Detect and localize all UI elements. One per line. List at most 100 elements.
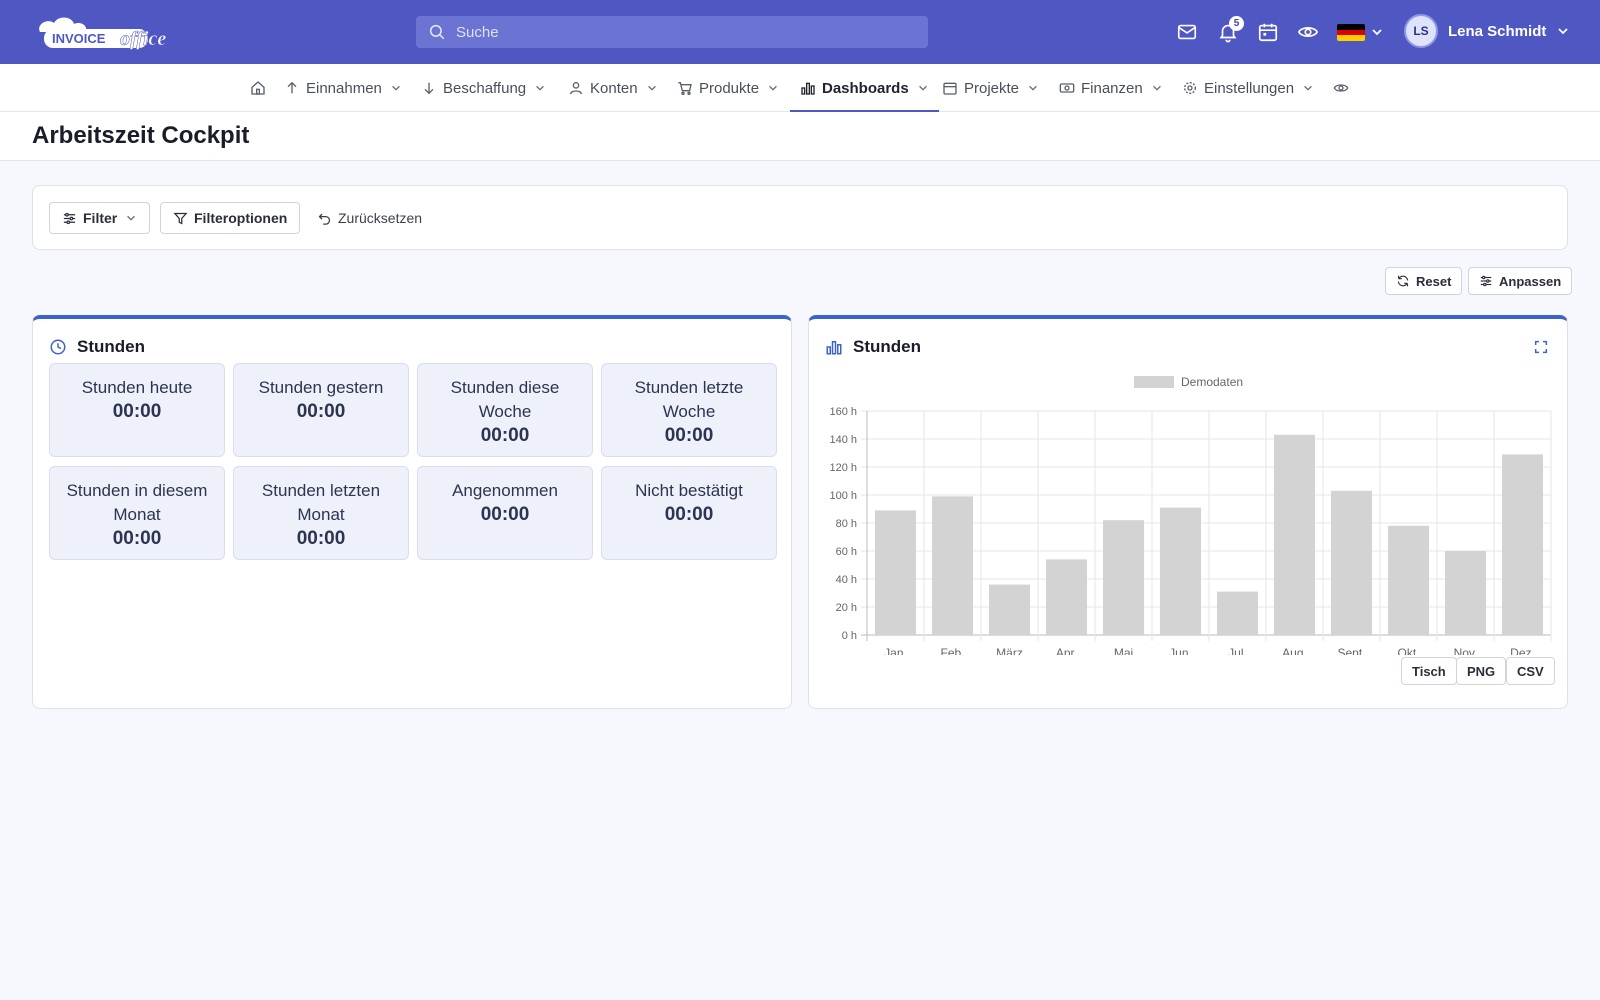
chevron-down-icon <box>1302 82 1314 94</box>
nav-konten[interactable]: Konten <box>568 64 658 112</box>
eye-icon <box>1333 80 1349 96</box>
y-tick-label: 120 h <box>829 462 857 474</box>
filter-options-button[interactable]: Filteroptionen <box>160 202 301 234</box>
stat-label: Nicht bestätigt <box>635 481 743 500</box>
nav-projekte[interactable]: Projekte <box>942 64 1039 112</box>
bell-icon[interactable]: 5 <box>1216 16 1244 44</box>
card-title: Stunden <box>49 337 145 357</box>
nav-label: Finanzen <box>1081 79 1143 97</box>
language-flag-icon[interactable] <box>1337 24 1365 41</box>
chevron-down-icon <box>917 82 929 94</box>
x-tick-label: Dez. <box>1510 646 1535 655</box>
stat-tile-this-week[interactable]: Stunden diese Woche 00:00 <box>417 363 593 457</box>
eye-icon[interactable] <box>1296 20 1320 44</box>
main-nav: Einnahmen Beschaffung Konten Produkte Da… <box>0 64 1600 113</box>
stat-label: Stunden diese Woche <box>450 378 560 421</box>
clock-icon <box>50 339 66 355</box>
arrow-down-icon <box>421 80 437 96</box>
stat-value: 00:00 <box>480 504 530 525</box>
card-title-label: Stunden <box>77 337 145 356</box>
customize-button[interactable]: Anpassen <box>1468 267 1573 295</box>
calendar-icon[interactable] <box>1256 20 1280 44</box>
bar <box>1330 490 1373 635</box>
bar <box>1216 591 1259 635</box>
search-input[interactable] <box>456 23 896 41</box>
filter-button[interactable]: Filter <box>49 202 151 234</box>
hours-chart-card: Stunden Demodaten 0 h 20 h 40 h 60 h 80 h 100 … <box>808 315 1568 709</box>
stat-label: Stunden heute <box>81 378 193 397</box>
logo[interactable]: INVOICE office <box>30 12 180 52</box>
stat-tile-last-month[interactable]: Stunden letzten Monat 00:00 <box>233 466 409 560</box>
bar <box>1102 520 1145 635</box>
funnel-icon <box>173 212 188 225</box>
table-export-button[interactable]: Tisch <box>1401 657 1457 685</box>
stat-value: 00:00 <box>112 528 162 549</box>
customize-label: Anpassen <box>1499 273 1562 289</box>
nav-finanzen[interactable]: Finanzen <box>1059 64 1163 112</box>
stat-tile-last-week[interactable]: Stunden letzte Woche 00:00 <box>601 363 777 457</box>
avatar: LS <box>1404 14 1438 48</box>
nav-label: Dashboards <box>822 79 909 97</box>
stat-value: 00:00 <box>296 528 346 549</box>
sliders-icon <box>1480 275 1492 287</box>
stat-label: Stunden letzten Monat <box>261 481 381 524</box>
nav-einnahmen[interactable]: Einnahmen <box>284 64 402 112</box>
nav-home[interactable] <box>250 64 272 112</box>
search-box[interactable] <box>416 16 928 48</box>
y-tick-label: 80 h <box>836 518 857 530</box>
chevron-down-icon <box>534 82 546 94</box>
nav-dashboards[interactable]: Dashboards <box>790 64 939 113</box>
nav-einstellungen[interactable]: Einstellungen <box>1182 64 1314 112</box>
chevron-down-icon <box>1151 82 1163 94</box>
cart-icon <box>677 80 693 96</box>
chevron-down-icon <box>1027 82 1039 94</box>
search-icon <box>429 24 445 40</box>
notification-badge: 5 <box>1229 16 1244 31</box>
nav-produkte[interactable]: Produkte <box>677 64 779 112</box>
nav-label: Einstellungen <box>1204 79 1295 97</box>
png-export-button[interactable]: PNG <box>1456 657 1507 685</box>
home-icon <box>250 80 266 96</box>
bar-chart-icon <box>800 80 816 96</box>
stat-tile-accepted[interactable]: Angenommen 00:00 <box>417 466 593 560</box>
nav-label: Konten <box>590 79 638 97</box>
x-tick-label: Jun. <box>1169 646 1192 655</box>
nav-beschaffung[interactable]: Beschaffung <box>421 64 546 112</box>
chevron-down-icon <box>646 82 658 94</box>
stat-tile-today[interactable]: Stunden heute 00:00 <box>49 363 225 457</box>
calendar-icon <box>942 80 958 96</box>
bar <box>1387 525 1430 635</box>
stat-value: 00:00 <box>664 425 714 446</box>
stat-tile-this-month[interactable]: Stunden in diesem Monat 00:00 <box>49 466 225 560</box>
user-menu[interactable]: LS Lena Schmidt <box>1404 14 1570 48</box>
y-tick-label: 140 h <box>829 434 857 446</box>
y-tick-label: 160 h <box>829 406 857 418</box>
nav-label: Beschaffung <box>443 79 527 97</box>
hours-stats-card: Stunden Stunden heute 00:00 Stunden gest… <box>32 315 792 709</box>
reset-button[interactable]: Reset <box>1385 267 1463 295</box>
y-tick-label: 0 h <box>842 630 857 642</box>
bar <box>1273 434 1316 635</box>
stat-label: Stunden gestern <box>258 378 384 397</box>
filter-options-label: Filteroptionen <box>194 210 288 226</box>
user-name: Lena Schmidt <box>1448 22 1547 40</box>
arrow-up-icon <box>284 80 300 96</box>
stat-tile-unconfirmed[interactable]: Nicht bestätigt 00:00 <box>601 466 777 560</box>
gear-icon <box>1182 80 1198 96</box>
reset-filters-button[interactable]: Zurücksetzen <box>305 202 434 234</box>
y-tick-label: 20 h <box>836 602 857 614</box>
nav-label: Projekte <box>964 79 1020 97</box>
expand-icon[interactable] <box>1533 339 1549 355</box>
nav-visibility[interactable] <box>1333 64 1355 112</box>
mail-icon[interactable] <box>1175 20 1199 44</box>
top-bar: INVOICE office 5 LS Lena Schmidt <box>0 0 1600 64</box>
stat-tile-yesterday[interactable]: Stunden gestern 00:00 <box>233 363 409 457</box>
bar <box>1045 559 1088 635</box>
user-icon <box>568 80 584 96</box>
csv-export-button[interactable]: CSV <box>1506 657 1555 685</box>
chevron-down-icon[interactable] <box>1370 25 1384 39</box>
hours-bar-chart: Demodaten 0 h 20 h 40 h 60 h 80 h 100 h 120 h 14… <box>829 375 1552 655</box>
x-tick-label: Okt. <box>1397 646 1419 655</box>
stat-label: Angenommen <box>452 481 558 500</box>
bar <box>988 584 1031 635</box>
